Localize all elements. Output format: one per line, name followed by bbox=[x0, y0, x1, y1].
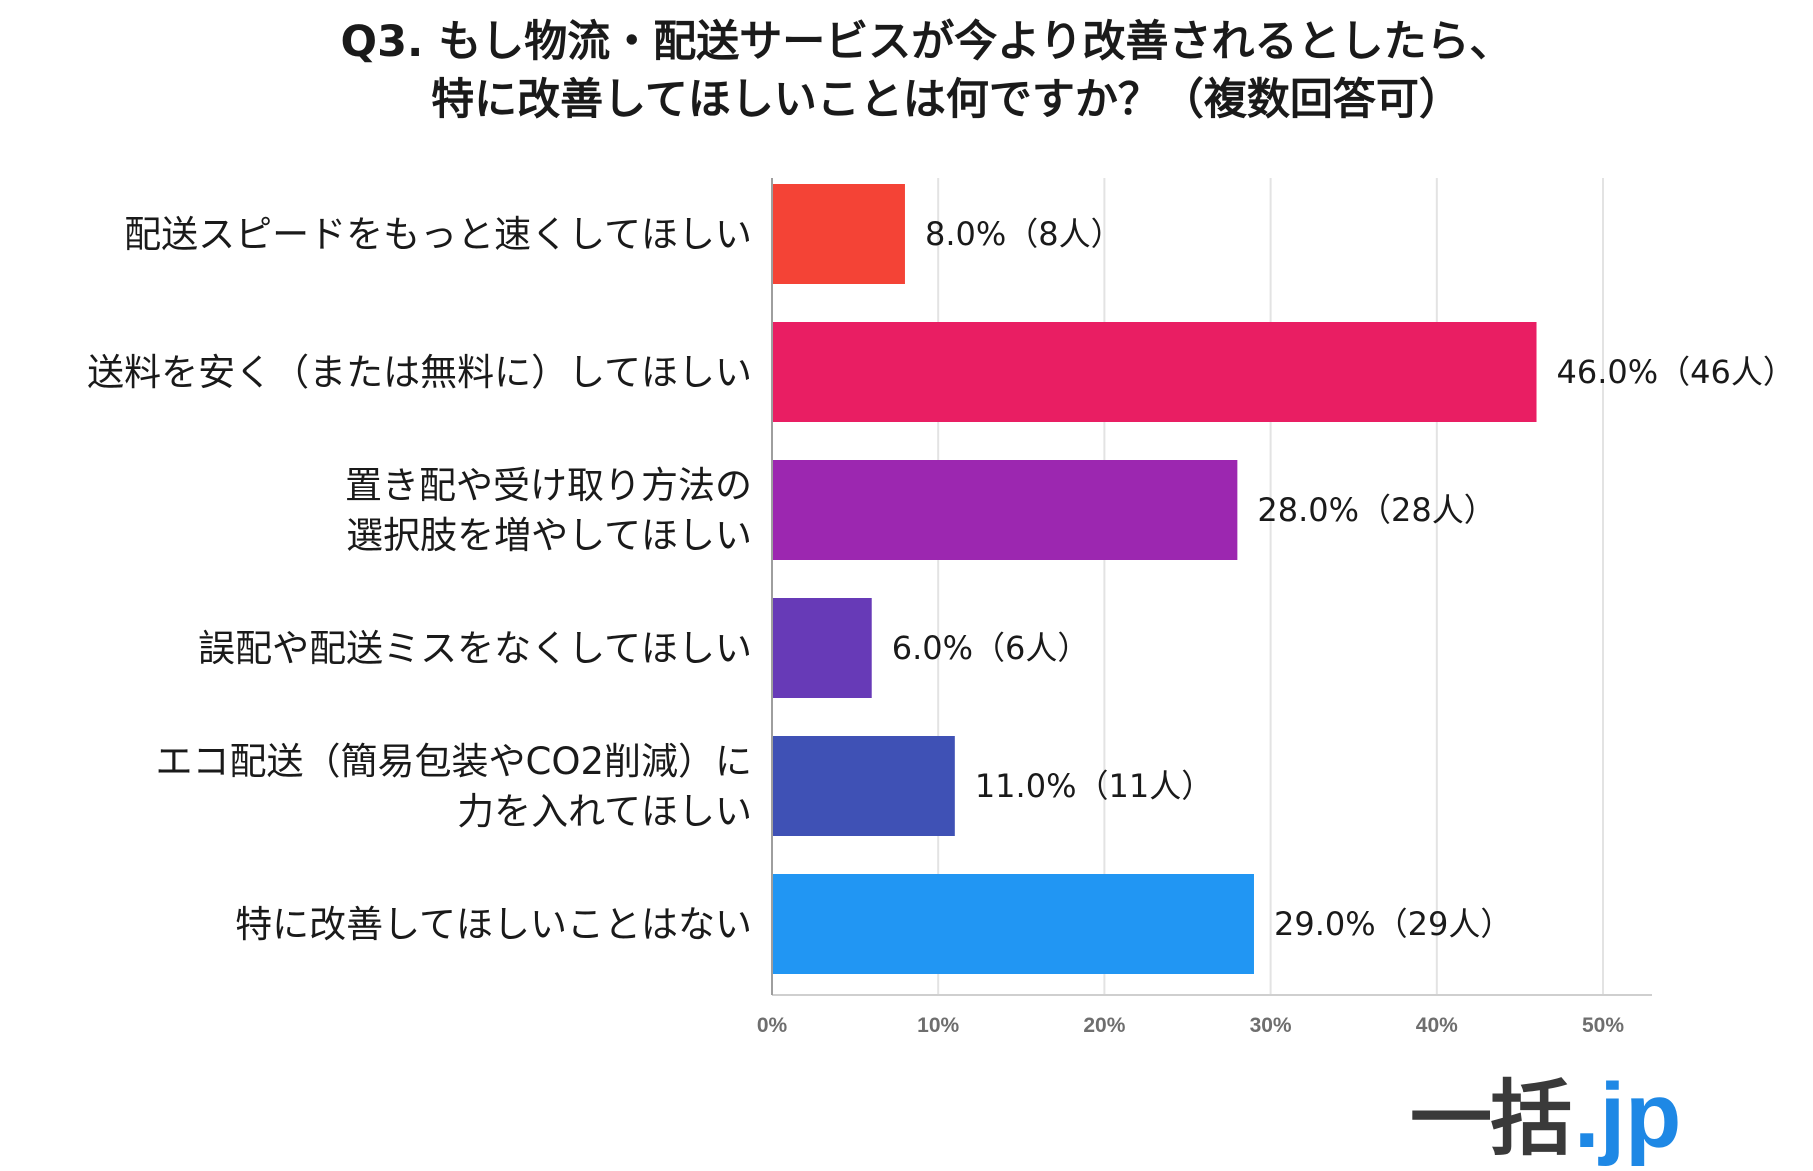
bar bbox=[772, 736, 955, 836]
chart-title-line-2: 特に改善してほしいことは何ですか？（複数回答可） bbox=[431, 75, 1462, 125]
x-tick-label: 50% bbox=[1582, 1014, 1624, 1037]
bar bbox=[772, 460, 1238, 560]
data-label: 6.0%（6人） bbox=[892, 629, 1090, 667]
data-label: 8.0%（8人） bbox=[925, 215, 1123, 253]
category-label: エコ配送（簡易包装やCO2削減）に bbox=[156, 740, 753, 783]
category-label: 置き配や受け取り方法の bbox=[345, 464, 752, 507]
x-tick-label: 30% bbox=[1250, 1014, 1292, 1037]
category-label: 送料を安く（または無料に）してほしい bbox=[87, 351, 752, 394]
data-label: 28.0%（28人） bbox=[1257, 491, 1495, 529]
category-label: 選択肢を増やしてほしい bbox=[346, 514, 752, 557]
bar bbox=[772, 184, 905, 284]
chart-title-line-1: Q3. もし物流・配送サービスが今より改善されるとしたら、 bbox=[340, 17, 1513, 67]
logo-suffix-text: .jp bbox=[1574, 1065, 1682, 1167]
x-tick-label: 10% bbox=[917, 1014, 959, 1037]
bar bbox=[772, 598, 872, 698]
logo-main-text: 一括 bbox=[1410, 1072, 1572, 1167]
category-label: 力を入れてほしい bbox=[457, 790, 752, 833]
bar bbox=[772, 874, 1254, 974]
x-tick-label: 40% bbox=[1416, 1014, 1458, 1037]
data-label: 46.0%（46人） bbox=[1557, 353, 1795, 391]
category-label: 特に改善してほしいことはない bbox=[235, 903, 752, 946]
data-label: 29.0%（29人） bbox=[1274, 905, 1512, 943]
bar bbox=[772, 322, 1537, 422]
site-logo: 一括 .jp bbox=[1410, 1052, 1681, 1167]
category-label: 配送スピードをもっと速くしてほしい bbox=[124, 213, 752, 256]
x-tick-label: 20% bbox=[1083, 1014, 1125, 1037]
data-label: 11.0%（11人） bbox=[975, 767, 1213, 805]
category-label: 誤配や配送ミスをなくしてほしい bbox=[198, 627, 752, 670]
x-tick-label: 0% bbox=[757, 1014, 788, 1037]
